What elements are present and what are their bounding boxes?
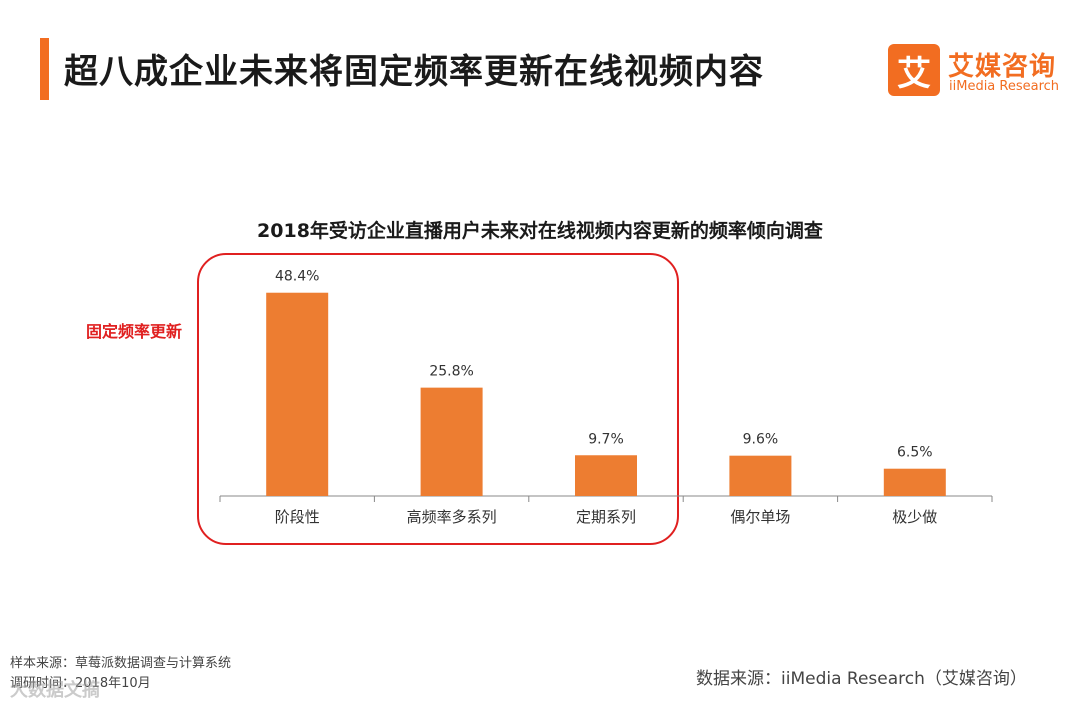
logo-mark: 艾 — [888, 44, 940, 96]
value-label-1: 48.4% — [275, 269, 319, 285]
page-title: 超八成企业未来将固定频率更新在线视频内容 — [64, 52, 764, 92]
brand-logo: 艾 艾媒咨询 iiMedia Research — [888, 44, 1063, 100]
logo-name-en: iiMedia Research — [949, 79, 1060, 94]
watermark: 大数据文摘 — [10, 680, 100, 701]
category-label-1: 阶段性 — [275, 508, 320, 526]
bar-1 — [266, 292, 329, 496]
survey-time-text: 调研时间：2018年10月 — [10, 676, 151, 691]
highlight-box — [197, 253, 679, 545]
category-label-4: 偶尔单场 — [730, 508, 790, 526]
value-label-4: 9.6% — [743, 432, 779, 448]
bar-5 — [883, 468, 946, 496]
footer-sources: 样本来源：草莓派数据调查与计算系统 调研时间：2018年10月 — [10, 654, 231, 694]
category-label-2: 高频率多系列 — [407, 508, 497, 526]
category-label-5: 极少做 — [892, 508, 937, 526]
sample-source-text: 样本来源：草莓派数据调查与计算系统 — [10, 656, 232, 671]
bar-4 — [729, 455, 792, 496]
title-accent-bar — [40, 38, 49, 100]
bar-2 — [420, 387, 483, 496]
bar-3 — [575, 455, 637, 496]
data-source-text: 数据来源：iiMedia Research（艾媒咨询） — [696, 669, 1027, 689]
category-label-3: 定期系列 — [576, 508, 636, 526]
value-label-5: 6.5% — [897, 445, 933, 461]
value-label-3: 9.7% — [588, 431, 624, 447]
value-label-2: 25.8% — [429, 364, 473, 380]
highlight-label: 固定频率更新 — [86, 322, 183, 341]
chart-title: 2018年受访企业直播用户未来对在线视频内容更新的频率倾向调查 — [257, 220, 823, 242]
logo-name-cn: 艾媒咨询 — [948, 52, 1057, 82]
